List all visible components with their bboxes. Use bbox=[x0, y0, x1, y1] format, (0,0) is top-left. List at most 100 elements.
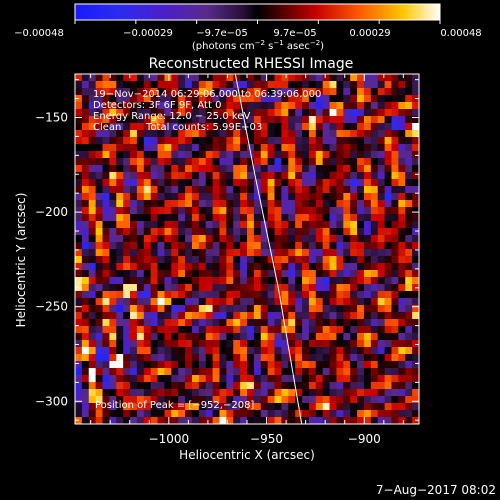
heatmap-cell bbox=[295, 158, 303, 166]
heatmap-cell bbox=[281, 235, 289, 243]
heatmap-cell bbox=[143, 410, 151, 418]
heatmap-cell bbox=[95, 172, 103, 180]
heatmap-cell bbox=[157, 389, 165, 397]
heatmap-cell bbox=[260, 116, 268, 124]
heatmap-cell bbox=[219, 270, 227, 278]
heatmap-cell bbox=[302, 235, 310, 243]
heatmap-cell bbox=[260, 277, 268, 285]
heatmap-cell bbox=[212, 298, 220, 306]
heatmap-cell bbox=[88, 123, 96, 131]
heatmap-cell bbox=[95, 207, 103, 215]
heatmap-cell bbox=[384, 305, 392, 313]
heatmap-cell bbox=[302, 137, 310, 145]
heatmap-cell bbox=[136, 179, 145, 187]
heatmap-cell bbox=[260, 102, 268, 110]
heatmap-cell bbox=[130, 291, 138, 299]
heatmap-cell bbox=[81, 109, 90, 117]
heatmap-cell bbox=[398, 284, 406, 292]
heatmap-cell bbox=[274, 116, 282, 124]
heatmap-cell bbox=[164, 130, 172, 138]
heatmap-cell bbox=[308, 74, 317, 82]
heatmap-cell bbox=[95, 284, 103, 292]
heatmap-cell bbox=[253, 319, 262, 327]
heatmap-cell bbox=[302, 88, 310, 96]
heatmap-cell bbox=[336, 144, 344, 152]
heatmap-cell bbox=[384, 200, 392, 208]
heatmap-cell bbox=[198, 172, 207, 180]
heatmap-cell bbox=[377, 193, 385, 201]
heatmap-cell bbox=[398, 200, 406, 208]
heatmap-cell bbox=[412, 102, 420, 110]
heatmap-cell bbox=[315, 242, 323, 250]
heatmap-cell bbox=[288, 179, 296, 187]
heatmap-cell bbox=[253, 298, 262, 306]
heatmap-cell bbox=[281, 417, 289, 425]
heatmap-cell bbox=[274, 151, 282, 159]
heatmap-cell bbox=[308, 263, 317, 271]
heatmap-cell bbox=[370, 193, 379, 201]
heatmap-cell bbox=[102, 242, 110, 250]
heatmap-cell bbox=[391, 74, 399, 82]
heatmap-cell bbox=[143, 95, 151, 103]
heatmap-cell bbox=[116, 263, 124, 271]
heatmap-cell bbox=[198, 214, 207, 222]
heatmap-cell bbox=[233, 319, 241, 327]
heatmap-cell bbox=[219, 389, 227, 397]
heatmap-cell bbox=[212, 361, 220, 369]
heatmap-cell bbox=[329, 389, 337, 397]
heatmap-cell bbox=[302, 144, 310, 152]
heatmap-cell bbox=[81, 312, 90, 320]
heatmap-cell bbox=[302, 354, 310, 362]
heatmap-cell bbox=[302, 256, 310, 264]
heatmap-cell bbox=[412, 263, 420, 271]
heatmap-cell bbox=[116, 186, 124, 194]
heatmap-cell bbox=[350, 235, 358, 243]
heatmap-cell bbox=[191, 326, 200, 334]
heatmap-cell bbox=[315, 221, 323, 229]
heatmap-cell bbox=[247, 312, 255, 320]
heatmap-cell bbox=[384, 263, 392, 271]
heatmap-cell bbox=[198, 263, 207, 271]
heatmap-cell bbox=[143, 137, 151, 145]
heatmap-cell bbox=[384, 410, 392, 418]
heatmap-cell bbox=[233, 291, 241, 299]
heatmap-cell bbox=[391, 207, 399, 215]
heatmap-cell bbox=[370, 102, 379, 110]
heatmap-cell bbox=[233, 137, 241, 145]
heatmap-cell bbox=[315, 186, 323, 194]
heatmap-cell bbox=[288, 368, 296, 376]
heatmap-cell bbox=[295, 263, 303, 271]
heatmap-cell bbox=[198, 207, 207, 215]
heatmap-cell bbox=[212, 158, 220, 166]
heatmap-cell bbox=[281, 319, 289, 327]
heatmap-cell bbox=[322, 109, 330, 117]
heatmap-cell bbox=[102, 137, 110, 145]
heatmap-cell bbox=[171, 277, 179, 285]
heatmap-cell bbox=[384, 242, 392, 250]
heatmap-cell bbox=[315, 179, 323, 187]
heatmap-cell bbox=[109, 410, 117, 418]
heatmap-cell bbox=[308, 158, 317, 166]
heatmap-cell bbox=[143, 368, 151, 376]
heatmap-cell bbox=[391, 284, 399, 292]
heatmap-cell bbox=[75, 137, 83, 145]
heatmap-cell bbox=[405, 263, 413, 271]
heatmap-cell bbox=[130, 95, 138, 103]
heatmap-cell bbox=[329, 165, 337, 173]
heatmap-cell bbox=[157, 200, 165, 208]
heatmap-cell bbox=[267, 165, 275, 173]
heatmap-cell bbox=[191, 74, 200, 82]
heatmap-cell bbox=[185, 137, 193, 145]
heatmap-cell bbox=[350, 270, 358, 278]
heatmap-cell bbox=[384, 102, 392, 110]
heatmap-cell bbox=[274, 382, 282, 390]
heatmap-cell bbox=[95, 123, 103, 131]
heatmap-cell bbox=[185, 396, 193, 404]
heatmap-cell bbox=[398, 347, 406, 355]
heatmap-cell bbox=[308, 305, 317, 313]
heatmap-cell bbox=[240, 361, 248, 369]
heatmap-cell bbox=[343, 242, 351, 250]
heatmap-cell bbox=[377, 207, 385, 215]
heatmap-cell bbox=[350, 375, 358, 383]
heatmap-cell bbox=[136, 249, 145, 257]
